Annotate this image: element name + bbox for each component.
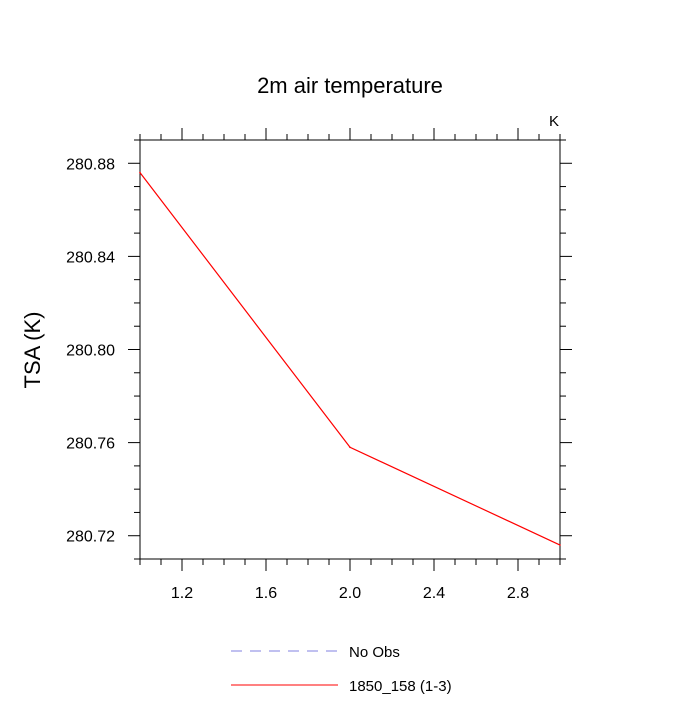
data-point — [559, 544, 561, 546]
x-tick-label: 1.6 — [255, 585, 277, 602]
plot-frame — [139, 139, 561, 560]
legend-label: No Obs — [349, 644, 400, 661]
y-tick-label: 280.88 — [66, 156, 115, 173]
x-tick-label: 2.0 — [339, 585, 361, 602]
units-label: K — [549, 113, 559, 130]
legend: No Obs 1850_158 (1-3) — [231, 644, 452, 695]
series-line — [139, 172, 561, 546]
y-tick-label: 280.72 — [66, 529, 115, 546]
series-lines — [139, 171, 561, 546]
x-tick-label: 1.2 — [171, 585, 193, 602]
x-tick-label: 2.8 — [507, 585, 529, 602]
y-tick-label: 280.76 — [66, 436, 115, 453]
data-point — [139, 171, 141, 174]
y-tick-label: 280.84 — [66, 249, 115, 266]
y-tick-label: 280.80 — [66, 343, 115, 360]
y-axis-label: TSA (K) — [20, 311, 45, 388]
x-tick-label: 2.4 — [423, 585, 445, 602]
axis-ticks — [128, 128, 572, 571]
legend-label: 1850_158 (1-3) — [349, 678, 452, 695]
axis-tick-labels: 1.2 1.6 2.0 2.4 2.8 280.72 280.76 280.80 280.84 2… — [66, 156, 529, 602]
chart-title: 2m air temperature — [257, 73, 443, 98]
data-point — [349, 446, 351, 449]
